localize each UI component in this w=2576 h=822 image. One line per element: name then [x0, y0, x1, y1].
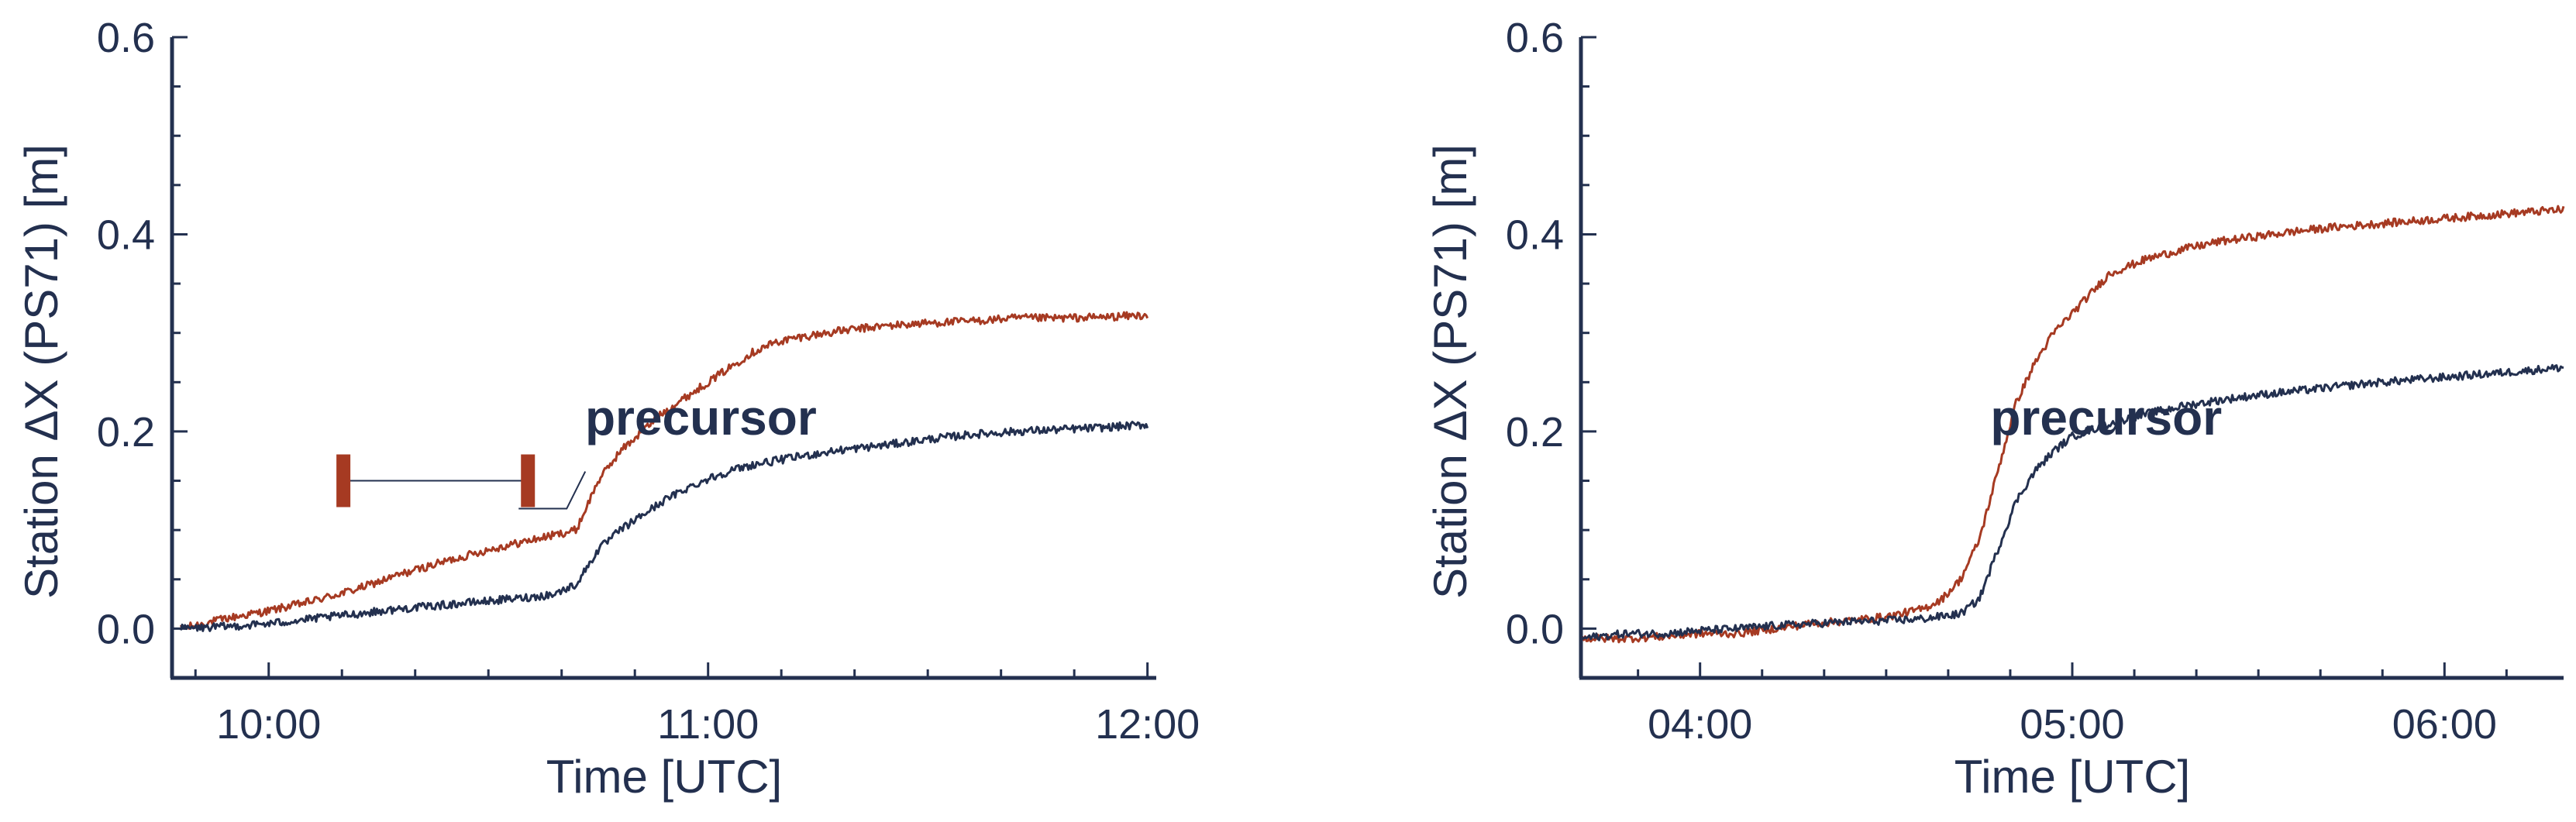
interval-bar-end-cap	[521, 454, 536, 507]
series-line-0	[179, 311, 1149, 630]
precursor-annotation: precursor	[1990, 390, 2222, 445]
y-tick-label: 0.6	[97, 15, 155, 61]
x-axis-label: Time [UTC]	[1954, 751, 2190, 803]
y-tick-label: 0.0	[1506, 606, 1564, 652]
x-tick-label: 11:00	[657, 701, 759, 748]
y-tick-label: 0.4	[1506, 212, 1564, 258]
x-tick-label: 04:00	[1648, 701, 1752, 748]
x-tick-label: 06:00	[2392, 701, 2497, 748]
precursor-annotation: precursor	[585, 390, 817, 445]
x-tick-label: 12:00	[1095, 701, 1200, 748]
y-tick-label: 0.2	[1506, 409, 1564, 456]
y-axis-label: Station ΔX (PS71) [m]	[15, 144, 67, 599]
y-tick-label: 0.2	[97, 409, 155, 456]
y-tick-label: 0.4	[97, 212, 155, 258]
x-tick-label: 05:00	[2020, 701, 2124, 748]
y-axis-label: Station ΔX (PS71) [m]	[1424, 144, 1476, 599]
y-tick-label: 0.0	[97, 606, 155, 652]
x-axis-label: Time [UTC]	[546, 751, 782, 803]
series-line-1	[1580, 363, 2564, 641]
series-line-0	[1580, 205, 2565, 644]
series-line-1	[179, 421, 1149, 632]
x-tick-label: 10:00	[216, 701, 321, 748]
interval-bar-start-cap	[336, 454, 351, 507]
y-tick-label: 0.6	[1506, 15, 1564, 61]
annotation-leader-line	[518, 471, 587, 510]
